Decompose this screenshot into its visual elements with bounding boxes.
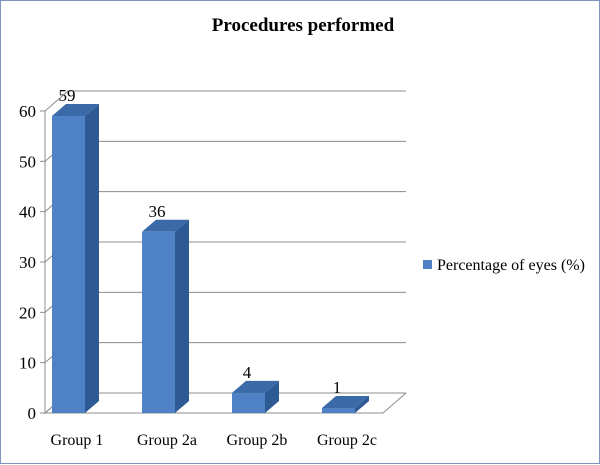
bar-front [142, 231, 175, 413]
bar [232, 380, 279, 413]
data-label: 1 [333, 378, 342, 397]
bar-top [142, 219, 189, 232]
gridline [44, 291, 406, 313]
category-label: Group 2a [137, 432, 197, 449]
y-tick-label: 10 [19, 354, 36, 373]
bar-front [232, 392, 265, 413]
category-label: Group 1 [51, 432, 104, 449]
bar-side [265, 380, 279, 413]
bar [142, 219, 189, 413]
bar [322, 395, 369, 413]
y-tick-label: 60 [19, 102, 36, 121]
data-label: 59 [59, 86, 76, 105]
data-labels: 59 36 4 1 [59, 86, 342, 397]
y-tick-label: 20 [19, 303, 36, 322]
legend-swatch [423, 260, 432, 269]
bar-front [322, 407, 355, 413]
bar-side [175, 219, 189, 413]
bar-front [52, 116, 85, 414]
chart-title: Procedures performed [212, 15, 395, 36]
bar-top [52, 104, 99, 117]
bar-top [322, 395, 369, 408]
bar-side [355, 395, 369, 413]
gridline [44, 241, 406, 263]
bar-side [85, 104, 99, 414]
category-label: Group 2c [317, 432, 377, 449]
bar [52, 104, 99, 414]
y-tick-label: 30 [19, 253, 36, 272]
gridline [44, 140, 406, 162]
data-label: 4 [243, 363, 252, 382]
legend: Percentage of eyes (%) [423, 257, 585, 274]
y-tick-label: 40 [19, 203, 36, 222]
category-label: Group 2b [227, 432, 288, 449]
legend-label: Percentage of eyes (%) [437, 257, 585, 274]
y-axis-ticks: 0 10 20 30 40 50 60 [19, 102, 36, 423]
bars [52, 104, 369, 414]
chart-walls [44, 111, 407, 415]
x-axis-categories: Group 1 Group 2a Group 2b Group 2c [51, 432, 377, 449]
y-tick-label: 0 [28, 404, 37, 423]
y-tick-label: 50 [19, 152, 36, 171]
gridline [44, 342, 406, 364]
gridline [44, 90, 406, 112]
gridline [44, 191, 406, 213]
data-label: 36 [149, 202, 166, 221]
bar-top [232, 380, 279, 393]
